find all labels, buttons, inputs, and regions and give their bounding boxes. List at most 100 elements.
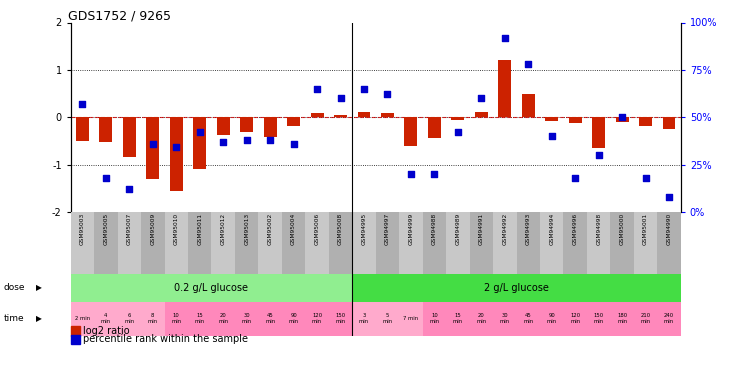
Bar	[663, 117, 676, 129]
Bar	[334, 115, 347, 117]
Point	[498, 34, 510, 40]
Point	[264, 137, 276, 143]
Text: 20
min: 20 min	[476, 314, 487, 324]
Text: ▶: ▶	[36, 284, 42, 292]
Point	[616, 114, 628, 120]
Text: percentile rank within the sample: percentile rank within the sample	[83, 334, 248, 344]
Bar	[634, 302, 657, 336]
Bar	[118, 302, 141, 336]
Bar	[405, 117, 417, 146]
Text: GSM95007: GSM95007	[126, 213, 132, 245]
Bar	[469, 302, 493, 336]
Bar	[141, 212, 164, 274]
Bar	[305, 302, 329, 336]
Text: 10
min: 10 min	[171, 314, 182, 324]
Text: 30
min: 30 min	[500, 314, 510, 324]
Bar	[400, 302, 423, 336]
Bar	[428, 117, 441, 138]
Text: 30
min: 30 min	[242, 314, 251, 324]
Bar	[71, 274, 352, 302]
Bar	[516, 212, 540, 274]
Text: GSM94991: GSM94991	[479, 213, 484, 245]
Text: 7 min: 7 min	[403, 316, 418, 321]
Bar	[258, 302, 282, 336]
Bar	[469, 212, 493, 274]
Point	[335, 95, 347, 101]
Bar	[563, 212, 587, 274]
Text: GSM95006: GSM95006	[315, 213, 320, 245]
Text: GSM95004: GSM95004	[291, 213, 296, 245]
Bar	[235, 212, 258, 274]
Point	[217, 139, 229, 145]
Bar	[211, 302, 235, 336]
Text: GSM94993: GSM94993	[526, 213, 530, 245]
Bar	[563, 302, 587, 336]
Text: 2 min: 2 min	[75, 316, 90, 321]
Point	[288, 141, 300, 147]
Text: 150
min: 150 min	[336, 314, 345, 324]
Point	[546, 133, 558, 139]
Bar	[634, 212, 657, 274]
Text: GSM94994: GSM94994	[549, 213, 554, 245]
Bar	[381, 113, 394, 117]
Bar	[287, 117, 300, 126]
Text: 210
min: 210 min	[641, 314, 650, 324]
Text: 2 g/L glucose: 2 g/L glucose	[484, 283, 549, 293]
Point	[100, 175, 112, 181]
Text: GSM94988: GSM94988	[432, 213, 437, 245]
Text: 20
min: 20 min	[218, 314, 228, 324]
Point	[311, 86, 323, 92]
Bar	[94, 302, 118, 336]
Bar	[188, 302, 211, 336]
Text: 120
min: 120 min	[312, 314, 322, 324]
Point	[147, 141, 158, 147]
Bar	[258, 212, 282, 274]
Bar	[94, 212, 118, 274]
Bar	[423, 212, 446, 274]
Text: 6
min: 6 min	[124, 314, 135, 324]
Text: ▶: ▶	[36, 314, 42, 323]
Text: 90
min: 90 min	[289, 314, 298, 324]
Bar	[610, 212, 634, 274]
Text: GSM94989: GSM94989	[455, 213, 461, 245]
Bar	[587, 302, 610, 336]
Text: GSM94998: GSM94998	[596, 213, 601, 245]
Bar	[540, 212, 563, 274]
Text: GSM94999: GSM94999	[408, 213, 414, 245]
Bar	[329, 212, 352, 274]
Text: GSM94992: GSM94992	[502, 213, 507, 245]
Bar	[123, 117, 136, 158]
Point	[593, 152, 605, 158]
Bar	[76, 117, 89, 141]
Bar	[376, 212, 400, 274]
Text: 5
min: 5 min	[382, 314, 393, 324]
Text: 0.2 g/L glucose: 0.2 g/L glucose	[174, 283, 248, 293]
Text: GSM95008: GSM95008	[338, 213, 343, 245]
Bar	[610, 302, 634, 336]
Text: 8
min: 8 min	[148, 314, 158, 324]
Bar	[352, 212, 376, 274]
Bar	[118, 212, 141, 274]
Point	[663, 194, 675, 200]
Bar	[592, 117, 605, 148]
Text: GSM95000: GSM95000	[620, 213, 625, 245]
Bar	[71, 212, 94, 274]
Text: 3
min: 3 min	[359, 314, 369, 324]
Bar	[568, 117, 582, 123]
Point	[77, 101, 89, 107]
Bar	[615, 117, 629, 122]
Text: GSM94995: GSM94995	[362, 213, 367, 245]
Point	[193, 129, 205, 135]
Bar	[376, 302, 400, 336]
Bar	[657, 302, 681, 336]
Bar	[329, 302, 352, 336]
Bar	[516, 302, 540, 336]
Text: GSM95005: GSM95005	[103, 213, 109, 245]
Text: GSM95011: GSM95011	[197, 213, 202, 245]
Text: 10
min: 10 min	[429, 314, 440, 324]
Bar	[540, 302, 563, 336]
Bar	[400, 212, 423, 274]
Bar	[352, 274, 681, 302]
Text: 4
min: 4 min	[101, 314, 111, 324]
Point	[640, 175, 652, 181]
